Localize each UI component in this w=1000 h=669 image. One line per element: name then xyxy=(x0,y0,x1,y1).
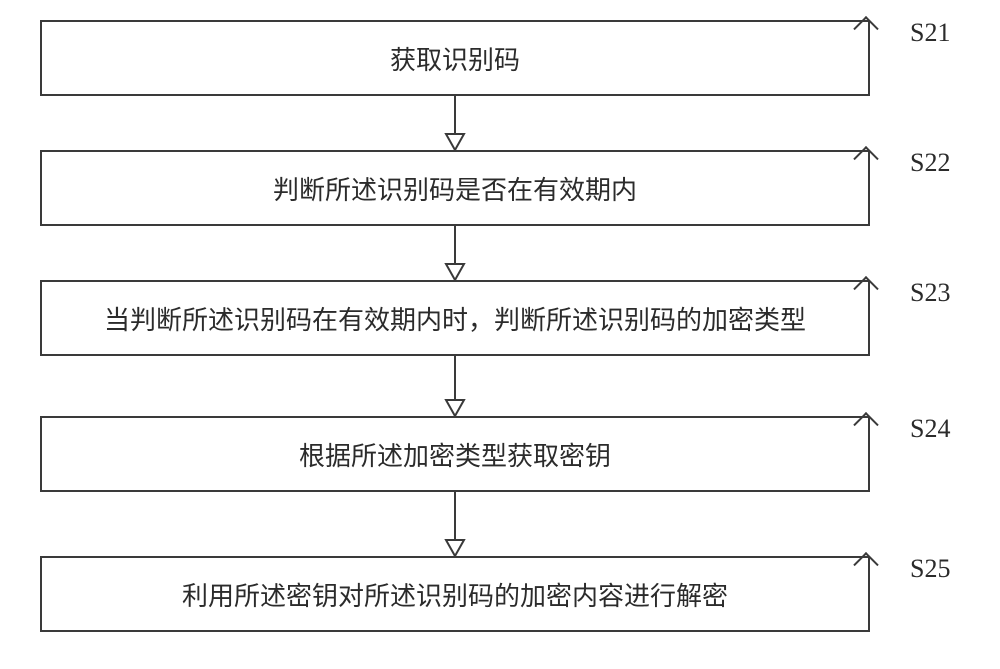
flowchart: 获取识别码 S21 判断所述识别码是否在有效期内 S22 当判断所述识别码在有效… xyxy=(0,0,1000,669)
step-label-s25: S25 xyxy=(910,554,950,584)
flow-node-text: 利用所述密钥对所述识别码的加密内容进行解密 xyxy=(182,576,728,613)
flow-node-s25: 利用所述密钥对所述识别码的加密内容进行解密 xyxy=(40,556,870,632)
